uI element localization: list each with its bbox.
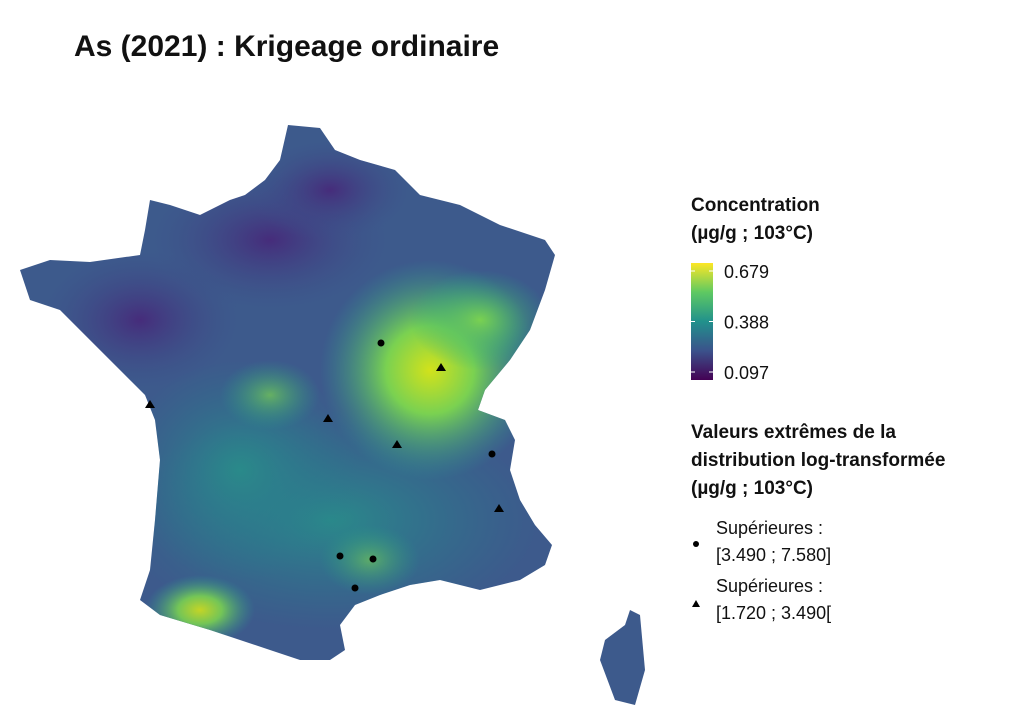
map [20,125,645,705]
points-legend-label: Supérieures : [716,518,823,538]
colorbar-title: Concentration [691,195,820,216]
title: As (2021) : Krigeage ordinaire [74,30,499,63]
points-legend-label: [1.720 ; 3.490[ [716,603,831,623]
points-legend-title: (µg/g ; 103°C) [691,478,813,499]
points-legend-label: [3.490 ; 7.580] [716,545,831,565]
colorbar-title: (µg/g ; 103°C) [691,223,813,244]
sample-markers [145,339,504,592]
colorbar-tick-label: 0.679 [724,262,769,282]
points-legend-title: Valeurs extrêmes de la [691,422,896,443]
points-legend-label: Supérieures : [716,576,823,596]
colorbar-tick-label: 0.097 [724,363,769,383]
points-legend-title: distribution log-transformée [691,450,945,471]
colorbar-tick-label: 0.388 [724,313,769,333]
points-legend: Valeurs extrêmes de la distribution log-t… [691,422,945,623]
colorbar: Concentration (µg/g ; 103°C) 0.679 0.388 0.0… [691,195,820,383]
colorbar-gradient [691,263,713,380]
